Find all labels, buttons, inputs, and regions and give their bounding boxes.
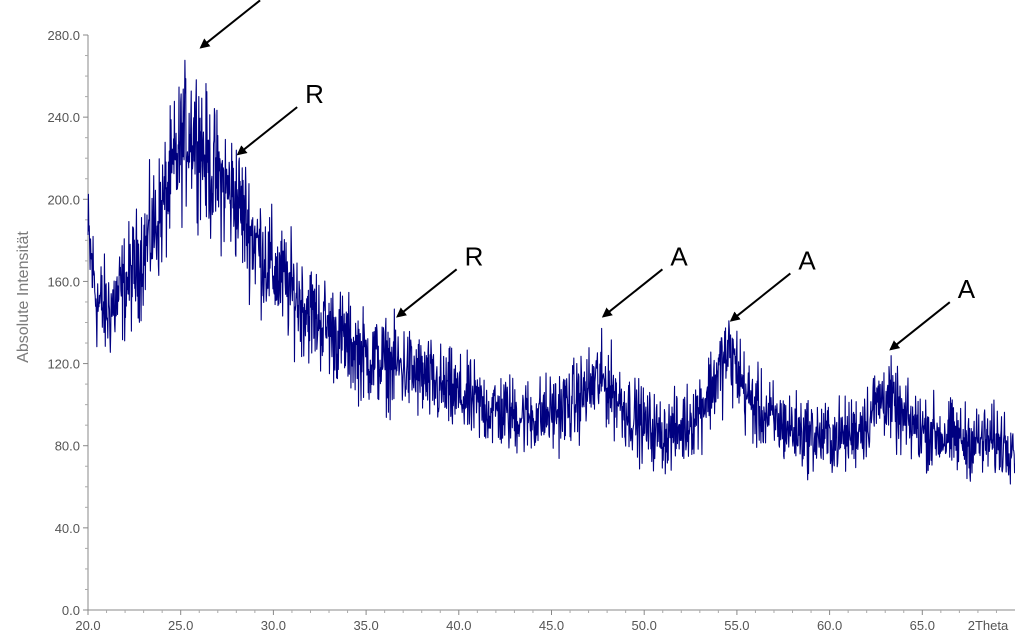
x-tick-label: 45.0: [539, 618, 564, 632]
annotation-arrow: [729, 272, 791, 322]
annotation-label: A: [670, 241, 688, 271]
annotation-label: A: [958, 274, 976, 304]
annotation-label: R: [305, 79, 324, 109]
x-tick-label: 55.0: [724, 618, 749, 632]
y-tick-label: 160.0: [47, 274, 80, 289]
series-line-0: [87, 59, 1015, 485]
y-tick-label: 240.0: [47, 110, 80, 125]
y-tick-label: 0.0: [62, 603, 80, 618]
annotation-label: R: [465, 241, 484, 271]
y-tick-label: 280.0: [47, 28, 80, 43]
x-tick-label: 35.0: [353, 618, 378, 632]
x-tick-label: 50.0: [632, 618, 657, 632]
annotation-arrow: [601, 268, 664, 318]
x-tick-label: 25.0: [168, 618, 193, 632]
annotation-arrow: [199, 0, 261, 49]
x-tick-label: 60.0: [817, 618, 842, 632]
y-tick-label: 200.0: [47, 192, 80, 207]
x-axis-title: 2Theta: [968, 618, 1009, 632]
y-tick-label: 40.0: [55, 521, 80, 536]
y-tick-label: 120.0: [47, 357, 80, 372]
x-tick-label: 65.0: [910, 618, 935, 632]
x-tick-label: 20.0: [75, 618, 100, 632]
annotation-arrow: [236, 106, 298, 156]
y-tick-label: 80.0: [55, 439, 80, 454]
series-layer: [87, 59, 1015, 485]
annotation-arrow: [889, 301, 951, 351]
annotation-label: A: [798, 245, 816, 275]
annotation-arrow: [396, 268, 458, 318]
peak-annotations: A R R A A A: [199, 0, 976, 351]
x-tick-label: 40.0: [446, 618, 471, 632]
annotation-label: A: [268, 0, 286, 2]
y-axis-ticks: 0.0 40.0 80.0 120.0 160.0 200.0 240.0 280.0: [47, 28, 88, 618]
y-axis-title: Absolute Intensität: [15, 231, 32, 363]
x-axis-ticks: 20.0 25.0 30.0 35.0 40.0 45.0 50.0 55.0 60.0 65.0: [75, 610, 997, 633]
x-tick-label: 30.0: [261, 618, 286, 632]
